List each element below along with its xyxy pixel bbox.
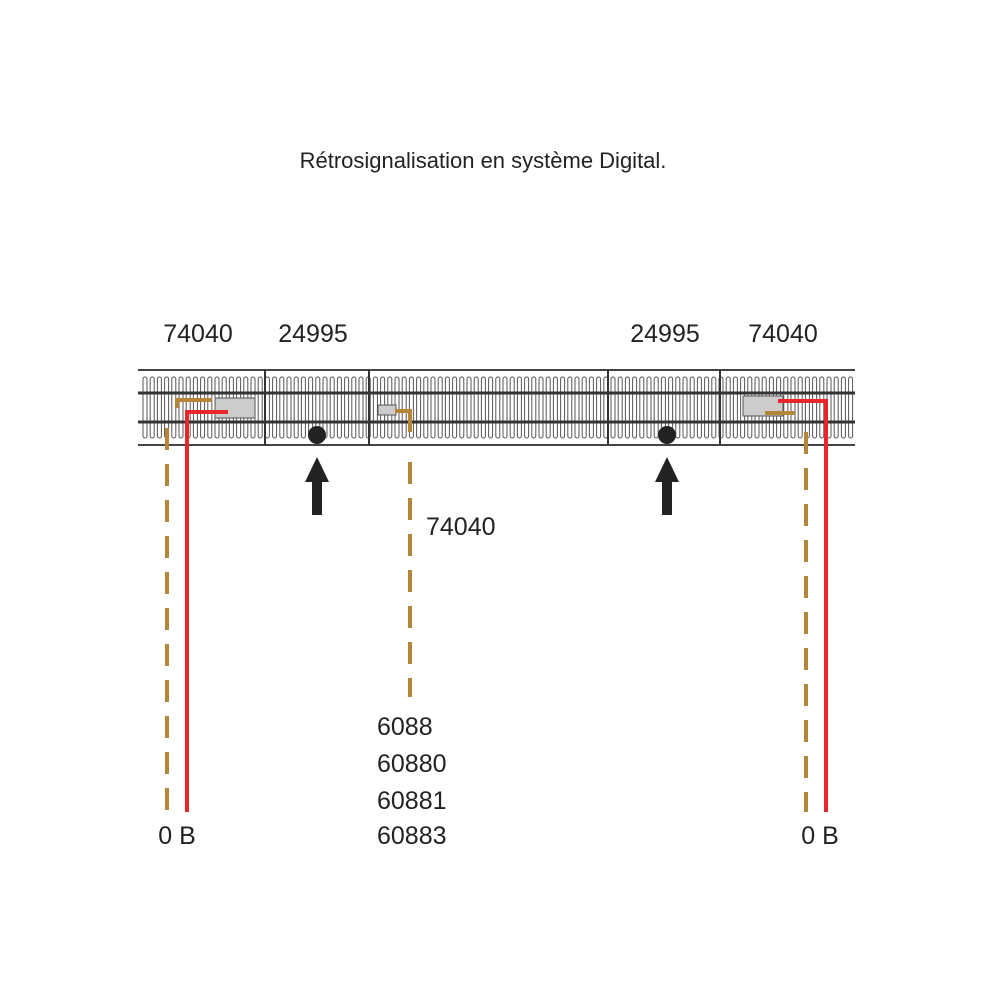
track-sleeper [401, 376, 407, 439]
track-sleeper [567, 376, 573, 439]
list-item: 60883 [377, 822, 447, 850]
track-sleeper [516, 376, 522, 439]
track-sleeper [452, 376, 458, 439]
track-sleeper [466, 376, 472, 439]
track-sleeper [437, 376, 443, 439]
track-sleeper [178, 376, 184, 439]
track-sleeper [848, 376, 854, 439]
track-sleeper [509, 376, 515, 439]
track-sleeper [329, 376, 335, 439]
arrow-up-icon [305, 457, 329, 515]
track-sleeper [473, 376, 479, 439]
track-sleeper [200, 376, 206, 439]
connector-left [214, 397, 256, 419]
track-sleeper [416, 376, 422, 439]
red-wires [185, 399, 828, 812]
track-sleeper [430, 376, 436, 439]
track-sleeper [423, 376, 429, 439]
arrow-up-icon [655, 457, 679, 515]
track [138, 369, 855, 446]
track-sleeper [840, 376, 846, 439]
track-sleeper [524, 376, 530, 439]
track-sleeper [293, 376, 299, 439]
track-sleeper [372, 376, 378, 439]
label-left-24995: 24995 [278, 320, 348, 348]
track-sleeper [675, 376, 681, 439]
track-sleeper [689, 376, 695, 439]
track-sleeper [704, 376, 710, 439]
track-sleeper [142, 376, 148, 439]
track-sleeper [156, 376, 162, 439]
track-sleeper [459, 376, 465, 439]
track-sleeper [804, 376, 810, 439]
track-sleeper [732, 376, 738, 439]
track-sleeper [725, 376, 731, 439]
contact-point-left [308, 426, 326, 444]
track-sleeper [639, 376, 645, 439]
brown-wires [165, 398, 808, 812]
track-sleeper [502, 376, 508, 439]
track-sleeper [624, 376, 630, 439]
track-sleeper [344, 376, 350, 439]
track-sleeper [617, 376, 623, 439]
left-terminal-label: 0 B [158, 822, 196, 850]
track-sleeper [552, 376, 558, 439]
track-sleeper [545, 376, 551, 439]
label-left-74040: 74040 [163, 320, 233, 348]
track-sleeper [192, 376, 198, 439]
track-sleeper [538, 376, 544, 439]
track-sleeper [358, 376, 364, 439]
track-sleeper [488, 376, 494, 439]
track-sleeper [819, 376, 825, 439]
track-sleeper [149, 376, 155, 439]
diagram-title: Rétrosignalisation en système Digital. [300, 148, 667, 173]
track-sleeper [300, 376, 306, 439]
label-right-24995: 24995 [630, 320, 700, 348]
contact-markers [305, 426, 679, 515]
track-sleeper [696, 376, 702, 439]
track-sleeper [286, 376, 292, 439]
track-sleeper [272, 376, 278, 439]
track-sleeper [646, 376, 652, 439]
track-sleeper [711, 376, 717, 439]
track-sleeper [653, 376, 659, 439]
track-sleeper [574, 376, 580, 439]
track-sleeper [790, 376, 796, 439]
track-sleeper [444, 376, 450, 439]
track-sleeper [588, 376, 594, 439]
right-terminal-label: 0 B [801, 822, 839, 850]
track-sleeper [581, 376, 587, 439]
track-sleeper [833, 376, 839, 439]
track-sleeper [560, 376, 566, 439]
track-sleeper [596, 376, 602, 439]
track-sleeper [783, 376, 789, 439]
track-sleeper [322, 376, 328, 439]
track-sleeper [480, 376, 486, 439]
track-sleeper [336, 376, 342, 439]
list-item: 60880 [377, 750, 447, 778]
track-sleeper [351, 376, 357, 439]
contact-point-right [658, 426, 676, 444]
list-item: 6088 [377, 713, 433, 741]
track-sleeper [610, 376, 616, 439]
track-sleeper [812, 376, 818, 439]
track-sleeper [632, 376, 638, 439]
list-item: 60881 [377, 787, 447, 815]
label-center-74040: 74040 [426, 513, 496, 541]
track-sleeper [682, 376, 688, 439]
track-sleeper [797, 376, 803, 439]
track-sleeper [207, 376, 213, 439]
track-sleeper [279, 376, 285, 439]
track-sleeper [257, 376, 263, 439]
track-sleeper [495, 376, 501, 439]
connector-center [377, 404, 397, 416]
label-right-74040: 74040 [748, 320, 818, 348]
track-sleeper [531, 376, 537, 439]
